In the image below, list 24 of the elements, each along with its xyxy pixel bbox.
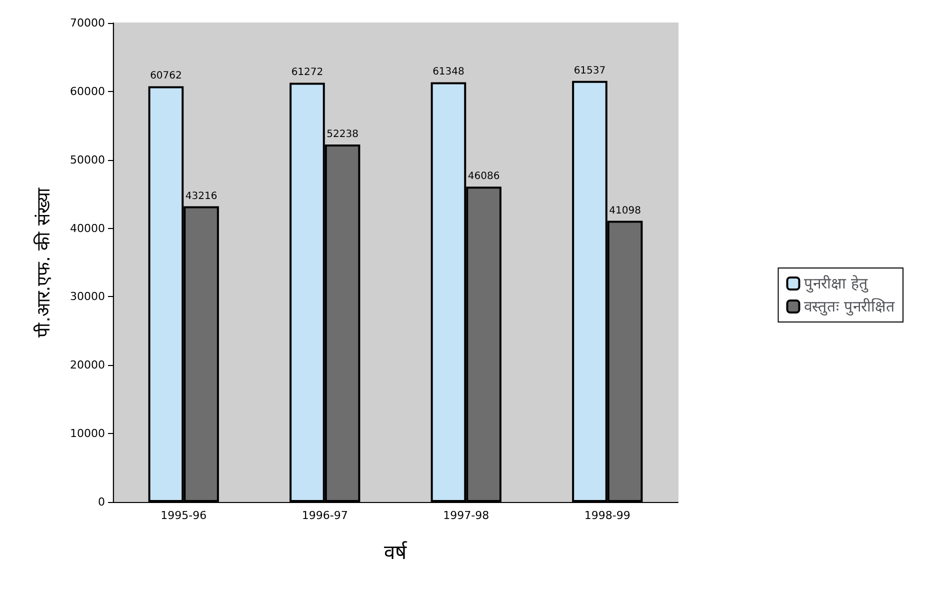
data-label: 61348 <box>432 66 464 78</box>
x-tick-label: 1995-96 <box>160 509 207 522</box>
y-tick-label: 40000 <box>70 222 105 235</box>
data-label: 43216 <box>185 190 218 202</box>
y-tick-label: 70000 <box>70 16 105 30</box>
y-tick-label: 50000 <box>70 153 105 166</box>
y-tick-label: 20000 <box>70 358 105 372</box>
data-label: 46086 <box>468 171 500 182</box>
y-tick-label: 60000 <box>70 84 105 98</box>
legend-label: पुनरीक्षा हेतु <box>804 274 869 294</box>
data-label: 61537 <box>574 65 606 76</box>
y-axis-title: पी.आर.एफ. की संख्या <box>32 188 54 338</box>
x-tick-label: 1998-99 <box>584 509 630 522</box>
data-label: 52238 <box>326 129 358 140</box>
data-label: 61272 <box>291 67 324 78</box>
data-label: 41098 <box>609 205 641 216</box>
data-label: 60762 <box>150 70 182 82</box>
legend-label: वस्तुतः पुनरीक्षित <box>804 298 896 316</box>
x-axis-title: वर्ष <box>384 540 408 564</box>
y-tick-label: 30000 <box>70 290 105 304</box>
y-tick-label: 0 <box>98 496 105 508</box>
x-tick-label: 1996-97 <box>302 509 348 522</box>
x-tick-label: 1997-98 <box>443 509 490 522</box>
y-tick-label: 10000 <box>70 427 105 440</box>
